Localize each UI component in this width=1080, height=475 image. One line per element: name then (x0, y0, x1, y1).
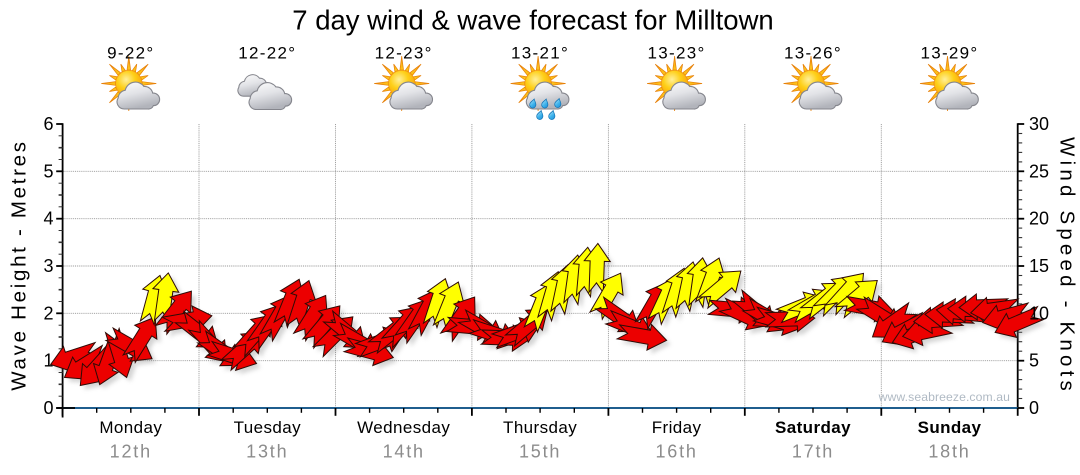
svg-text:9-22°: 9-22° (107, 44, 154, 63)
svg-text:20: 20 (1029, 209, 1049, 229)
svg-text:12-22°: 12-22° (238, 44, 296, 63)
svg-text:3: 3 (43, 256, 53, 276)
svg-text:10: 10 (1029, 303, 1049, 323)
svg-text:1: 1 (43, 351, 53, 371)
svg-text:Wind Speed - Knots: Wind Speed - Knots (1056, 137, 1079, 395)
svg-text:Wednesday: Wednesday (357, 418, 450, 437)
svg-text:Sunday: Sunday (918, 418, 982, 437)
svg-text:13-23°: 13-23° (648, 44, 706, 63)
svg-text:7 day wind & wave forecast for: 7 day wind & wave forecast for Milltown (292, 5, 773, 36)
svg-text:13-29°: 13-29° (920, 44, 978, 63)
svg-text:Monday: Monday (99, 418, 162, 437)
svg-text:0: 0 (1029, 398, 1039, 418)
svg-text:15th: 15th (519, 442, 561, 462)
svg-text:16th: 16th (655, 442, 697, 462)
svg-text:17th: 17th (792, 442, 834, 462)
svg-text:13-21°: 13-21° (511, 44, 569, 63)
svg-text:Saturday: Saturday (775, 418, 851, 437)
svg-text:www.seabreeze.com.au: www.seabreeze.com.au (878, 390, 1010, 404)
svg-text:0: 0 (43, 398, 53, 418)
svg-text:Thursday: Thursday (503, 418, 577, 437)
svg-text:Tuesday: Tuesday (234, 418, 301, 437)
svg-text:2: 2 (43, 303, 53, 323)
svg-text:25: 25 (1029, 161, 1049, 181)
svg-text:13-26°: 13-26° (784, 44, 842, 63)
svg-text:18th: 18th (928, 442, 970, 462)
svg-text:5: 5 (1029, 351, 1039, 371)
svg-text:5: 5 (43, 161, 53, 181)
svg-text:12th: 12th (110, 442, 152, 462)
svg-text:Friday: Friday (652, 418, 702, 437)
svg-text:Wave Height - Metres: Wave Height - Metres (8, 139, 31, 390)
svg-text:15: 15 (1029, 256, 1049, 276)
svg-text:4: 4 (43, 209, 53, 229)
svg-text:13th: 13th (246, 442, 288, 462)
svg-text:30: 30 (1029, 114, 1049, 134)
svg-text:6: 6 (43, 114, 53, 134)
svg-text:12-23°: 12-23° (375, 44, 433, 63)
svg-text:14th: 14th (383, 442, 425, 462)
